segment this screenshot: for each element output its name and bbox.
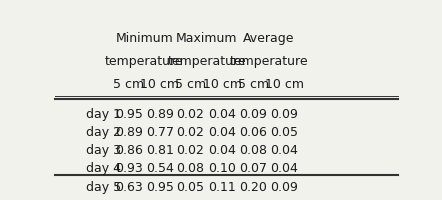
Text: 0.89: 0.89 — [115, 126, 143, 139]
Text: 0.04: 0.04 — [209, 108, 236, 121]
Text: 5 cm: 5 cm — [238, 78, 269, 91]
Text: 0.54: 0.54 — [146, 162, 174, 175]
Text: Average: Average — [243, 32, 294, 45]
Text: 10 cm: 10 cm — [203, 78, 242, 91]
Text: 0.11: 0.11 — [209, 181, 236, 194]
Text: 0.09: 0.09 — [239, 108, 267, 121]
Text: day 4: day 4 — [86, 162, 121, 175]
Text: day 1: day 1 — [86, 108, 121, 121]
Text: 0.04: 0.04 — [270, 144, 298, 157]
Text: 0.04: 0.04 — [209, 144, 236, 157]
Text: 0.81: 0.81 — [146, 144, 174, 157]
Text: day 2: day 2 — [86, 126, 121, 139]
Text: 0.04: 0.04 — [209, 126, 236, 139]
Text: 0.05: 0.05 — [270, 126, 298, 139]
Text: 0.86: 0.86 — [115, 144, 143, 157]
Text: 0.02: 0.02 — [177, 144, 205, 157]
Text: 0.08: 0.08 — [176, 162, 205, 175]
Text: 0.02: 0.02 — [177, 126, 205, 139]
Text: 5 cm: 5 cm — [175, 78, 206, 91]
Text: 0.08: 0.08 — [239, 144, 267, 157]
Text: 0.20: 0.20 — [239, 181, 267, 194]
Text: 0.05: 0.05 — [176, 181, 205, 194]
Text: 0.09: 0.09 — [270, 181, 298, 194]
Text: temperature: temperature — [168, 55, 246, 68]
Text: 0.93: 0.93 — [115, 162, 143, 175]
Text: day 3: day 3 — [86, 144, 121, 157]
Text: 0.10: 0.10 — [209, 162, 236, 175]
Text: Minimum: Minimum — [115, 32, 173, 45]
Text: 0.04: 0.04 — [270, 162, 298, 175]
Text: 0.07: 0.07 — [239, 162, 267, 175]
Text: temperature: temperature — [229, 55, 308, 68]
Text: 0.89: 0.89 — [146, 108, 174, 121]
Text: day 5: day 5 — [86, 181, 121, 194]
Text: 0.06: 0.06 — [239, 126, 267, 139]
Text: 10 cm: 10 cm — [140, 78, 179, 91]
Text: 0.63: 0.63 — [115, 181, 143, 194]
Text: 10 cm: 10 cm — [265, 78, 304, 91]
Text: 5 cm: 5 cm — [113, 78, 145, 91]
Text: 0.95: 0.95 — [115, 108, 143, 121]
Text: Maximum: Maximum — [176, 32, 237, 45]
Text: 0.09: 0.09 — [270, 108, 298, 121]
Text: 0.77: 0.77 — [146, 126, 174, 139]
Text: temperature: temperature — [105, 55, 183, 68]
Text: 0.02: 0.02 — [177, 108, 205, 121]
Text: 0.95: 0.95 — [146, 181, 174, 194]
